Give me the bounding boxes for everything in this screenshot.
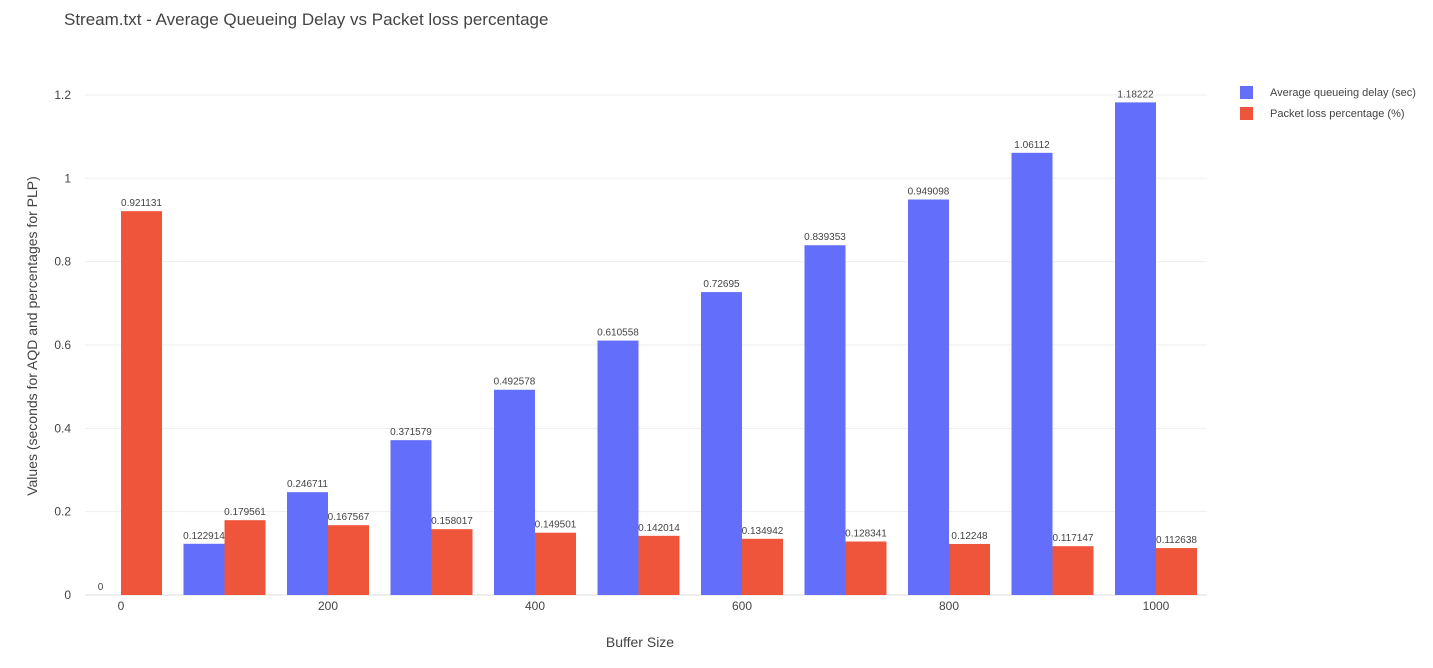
bar-plp[interactable] <box>949 543 990 595</box>
legend-swatch-plp <box>1240 107 1253 120</box>
bar-plp[interactable] <box>638 535 680 595</box>
data-label-aqd: 1.06112 <box>1014 140 1050 151</box>
bar-plp[interactable] <box>224 520 266 595</box>
x-tick-label: 400 <box>525 599 545 613</box>
bar-plp[interactable] <box>742 538 783 595</box>
data-labels: 0 0.122914 0.246711 0.371579 0.492578 0.61055… <box>98 89 1198 593</box>
x-axis-ticks: 0 200 400 600 800 1000 <box>118 599 1170 613</box>
data-label-aqd: 0.949098 <box>908 187 950 198</box>
bar-aqd[interactable] <box>183 543 225 595</box>
bar-plp[interactable] <box>121 211 162 595</box>
legend-item-plp[interactable]: Packet loss percentage (%) <box>1240 103 1416 124</box>
legend-swatch-aqd <box>1240 86 1253 99</box>
data-label-plp: 0.112638 <box>1156 535 1197 546</box>
x-tick-label: 800 <box>939 599 959 613</box>
data-label-plp: 0.134942 <box>742 526 784 537</box>
bar-plp[interactable] <box>328 525 369 595</box>
bar-plp[interactable] <box>1052 546 1094 595</box>
y-tick-label: 0.6 <box>54 338 71 352</box>
bar-aqd[interactable] <box>597 340 639 595</box>
data-label-plp: 0.921131 <box>121 198 162 209</box>
chart-title: Stream.txt - Average Queueing Delay vs P… <box>64 10 549 29</box>
bar-aqd[interactable] <box>287 492 328 595</box>
legend-item-aqd[interactable]: Average queueing delay (sec) <box>1240 82 1416 103</box>
bar-aqd[interactable] <box>908 199 949 595</box>
y-axis-title: Values (seconds for AQD and percentages … <box>24 176 40 496</box>
data-label-plp: 0.158017 <box>431 516 473 527</box>
data-label-aqd: 0 <box>98 582 104 593</box>
x-tick-label: 1000 <box>1143 599 1170 613</box>
bar-aqd[interactable] <box>1011 152 1053 595</box>
bar-aqd[interactable] <box>701 292 742 595</box>
data-label-plp: 0.179561 <box>224 507 266 518</box>
data-label-aqd: 0.246711 <box>287 479 328 490</box>
data-label-plp: 0.128341 <box>845 529 887 540</box>
data-label-plp: 0.167567 <box>328 512 370 523</box>
x-tick-label: 600 <box>732 599 752 613</box>
bar-aqd[interactable] <box>390 440 432 595</box>
y-tick-label: 0 <box>64 588 71 602</box>
data-label-plp: 0.117147 <box>1053 533 1094 544</box>
data-label-plp: 0.149501 <box>535 520 577 531</box>
data-label-aqd: 0.122914 <box>183 531 225 542</box>
data-label-aqd: 0.610558 <box>597 328 639 339</box>
y-tick-label: 0.4 <box>54 421 71 435</box>
bar-plp[interactable] <box>431 529 473 595</box>
y-axis-ticks: 0 0.2 0.4 0.6 0.8 1 1.2 <box>54 88 71 602</box>
bar-plp[interactable] <box>845 541 887 595</box>
legend-label-plp: Packet loss percentage (%) <box>1270 107 1405 120</box>
data-label-aqd: 0.839353 <box>804 232 846 243</box>
data-label-aqd: 0.371579 <box>390 427 432 438</box>
data-label-aqd: 1.18222 <box>1117 89 1154 100</box>
bar-aqd[interactable] <box>494 389 535 595</box>
y-tick-label: 0.2 <box>54 505 71 519</box>
legend-label-aqd: Average queueing delay (sec) <box>1270 86 1416 99</box>
x-tick-label: 0 <box>118 599 125 613</box>
bars[interactable] <box>121 102 1197 595</box>
x-axis-title: Buffer Size <box>606 634 674 650</box>
bar-aqd[interactable] <box>804 245 846 595</box>
y-tick-label: 1 <box>64 171 71 185</box>
y-tick-label: 0.8 <box>54 255 71 269</box>
data-label-aqd: 0.492578 <box>494 377 536 388</box>
data-label-aqd: 0.72695 <box>703 279 740 290</box>
data-label-plp: 0.12248 <box>951 531 988 542</box>
bar-aqd[interactable] <box>1115 102 1156 595</box>
data-label-plp: 0.142014 <box>638 523 680 534</box>
y-tick-label: 1.2 <box>54 88 71 102</box>
x-tick-label: 200 <box>318 599 338 613</box>
legend: Average queueing delay (sec) Packet loss… <box>1240 82 1416 124</box>
bar-plp[interactable] <box>535 532 576 595</box>
bar-plp[interactable] <box>1156 548 1197 595</box>
